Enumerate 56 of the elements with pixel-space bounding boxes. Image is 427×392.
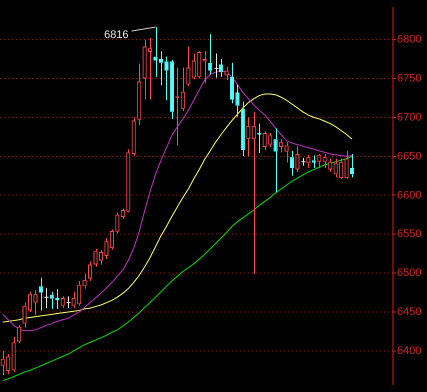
candlestick bbox=[328, 158, 332, 172]
candlestick bbox=[312, 155, 316, 168]
candlestick bbox=[246, 116, 250, 157]
candlestick bbox=[126, 148, 130, 213]
candlestick bbox=[110, 228, 114, 250]
candlestick bbox=[350, 153, 354, 178]
candlestick bbox=[214, 53, 220, 78]
candlestick bbox=[290, 150, 294, 176]
candlestick bbox=[38, 277, 43, 311]
candlestick bbox=[219, 58, 224, 78]
candlestick bbox=[224, 66, 229, 80]
candlestick bbox=[295, 146, 300, 172]
candlestick bbox=[322, 153, 327, 168]
candlestick bbox=[252, 111, 256, 274]
y-tick-label: 6550 bbox=[397, 228, 422, 240]
y-tick-label: 6600 bbox=[397, 189, 422, 202]
candlestick bbox=[6, 354, 10, 375]
y-tick-label: 6700 bbox=[397, 111, 422, 124]
y-tick-label: 6400 bbox=[397, 344, 422, 357]
y-tick-label: 6750 bbox=[397, 72, 422, 84]
candlestick bbox=[334, 158, 338, 178]
candlestick bbox=[44, 287, 50, 309]
candlestick bbox=[202, 50, 207, 84]
candlestick bbox=[197, 50, 202, 79]
y-tick-label: 6650 bbox=[397, 150, 422, 162]
annotation: 6816 bbox=[104, 29, 129, 42]
candlestick bbox=[192, 53, 196, 80]
candlestick bbox=[137, 63, 142, 126]
candlestick bbox=[72, 291, 76, 309]
candlestick bbox=[120, 208, 125, 220]
candlestick bbox=[208, 34, 212, 76]
y-tick-label: 6800 bbox=[397, 34, 422, 46]
candlestick bbox=[66, 296, 72, 309]
candlestick bbox=[268, 132, 272, 148]
candlestick bbox=[262, 130, 267, 151]
candlestick bbox=[344, 150, 349, 180]
candlestick bbox=[339, 158, 344, 180]
candlestick bbox=[77, 280, 82, 306]
candlestick bbox=[240, 101, 245, 157]
candlestick bbox=[142, 39, 147, 100]
candlestick bbox=[55, 288, 60, 310]
y-tick-label: 6450 bbox=[397, 306, 422, 318]
candlestick bbox=[317, 153, 322, 168]
candlestick bbox=[186, 46, 190, 87]
candlestick bbox=[300, 157, 306, 166]
candlestick bbox=[0, 350, 5, 376]
candlestick bbox=[12, 336, 16, 372]
candlestick bbox=[88, 260, 92, 282]
candlestick bbox=[274, 128, 278, 193]
candlestick bbox=[279, 138, 284, 153]
candlestick bbox=[17, 324, 22, 344]
candlestick bbox=[148, 37, 152, 100]
y-tick-label: 6500 bbox=[397, 267, 422, 280]
candlestick bbox=[180, 67, 185, 112]
candlestick bbox=[132, 116, 136, 157]
candlestick bbox=[50, 291, 54, 310]
